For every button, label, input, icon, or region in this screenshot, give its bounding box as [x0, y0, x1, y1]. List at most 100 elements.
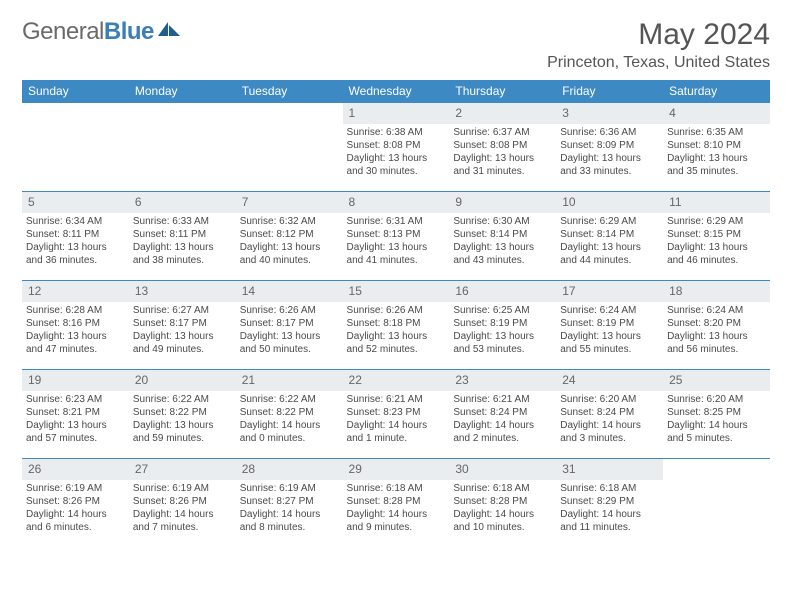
- logo-sail-icon: [158, 22, 180, 36]
- sunrise-line: Sunrise: 6:24 AM: [560, 304, 659, 317]
- day-detail-cell: Sunrise: 6:20 AMSunset: 8:25 PMDaylight:…: [663, 391, 770, 459]
- sunrise-line: Sunrise: 6:19 AM: [133, 482, 232, 495]
- day-number-cell: 21: [236, 370, 343, 391]
- sunrise-line: Sunrise: 6:24 AM: [667, 304, 766, 317]
- header: GeneralBlue May 2024 Princeton, Texas, U…: [22, 18, 770, 76]
- daylight-line: Daylight: 13 hours and 43 minutes.: [453, 241, 552, 267]
- sunrise-line: Sunrise: 6:19 AM: [26, 482, 125, 495]
- sunrise-line: Sunrise: 6:33 AM: [133, 215, 232, 228]
- logo: GeneralBlue: [22, 18, 180, 46]
- day-detail-cell: Sunrise: 6:24 AMSunset: 8:20 PMDaylight:…: [663, 302, 770, 370]
- day-number-cell: 3: [556, 103, 663, 124]
- sunset-line: Sunset: 8:18 PM: [347, 317, 446, 330]
- day-detail-cell: Sunrise: 6:31 AMSunset: 8:13 PMDaylight:…: [343, 213, 450, 281]
- sunrise-line: Sunrise: 6:34 AM: [26, 215, 125, 228]
- day-detail-cell: Sunrise: 6:21 AMSunset: 8:24 PMDaylight:…: [449, 391, 556, 459]
- day-number-cell: [129, 103, 236, 124]
- sunset-line: Sunset: 8:11 PM: [26, 228, 125, 241]
- sunset-line: Sunset: 8:14 PM: [560, 228, 659, 241]
- daylight-line: Daylight: 14 hours and 2 minutes.: [453, 419, 552, 445]
- sunset-line: Sunset: 8:19 PM: [560, 317, 659, 330]
- sunset-line: Sunset: 8:11 PM: [133, 228, 232, 241]
- day-detail-cell: Sunrise: 6:33 AMSunset: 8:11 PMDaylight:…: [129, 213, 236, 281]
- day-detail-cell: Sunrise: 6:27 AMSunset: 8:17 PMDaylight:…: [129, 302, 236, 370]
- sunset-line: Sunset: 8:24 PM: [453, 406, 552, 419]
- day-number-cell: 7: [236, 192, 343, 213]
- day-number-cell: 9: [449, 192, 556, 213]
- sunrise-line: Sunrise: 6:27 AM: [133, 304, 232, 317]
- day-number-cell: 12: [22, 281, 129, 302]
- detail-row: Sunrise: 6:19 AMSunset: 8:26 PMDaylight:…: [22, 480, 770, 548]
- detail-row: Sunrise: 6:34 AMSunset: 8:11 PMDaylight:…: [22, 213, 770, 281]
- daylight-line: Daylight: 13 hours and 59 minutes.: [133, 419, 232, 445]
- sunset-line: Sunset: 8:13 PM: [347, 228, 446, 241]
- day-header-row: SundayMondayTuesdayWednesdayThursdayFrid…: [22, 80, 770, 103]
- sunset-line: Sunset: 8:15 PM: [667, 228, 766, 241]
- sunrise-line: Sunrise: 6:22 AM: [133, 393, 232, 406]
- sunset-line: Sunset: 8:26 PM: [26, 495, 125, 508]
- day-number-cell: 10: [556, 192, 663, 213]
- detail-row: Sunrise: 6:38 AMSunset: 8:08 PMDaylight:…: [22, 124, 770, 192]
- sunset-line: Sunset: 8:27 PM: [240, 495, 339, 508]
- sunrise-line: Sunrise: 6:18 AM: [347, 482, 446, 495]
- sunset-line: Sunset: 8:21 PM: [26, 406, 125, 419]
- sunset-line: Sunset: 8:22 PM: [240, 406, 339, 419]
- day-number-cell: 4: [663, 103, 770, 124]
- daylight-line: Daylight: 13 hours and 56 minutes.: [667, 330, 766, 356]
- detail-row: Sunrise: 6:23 AMSunset: 8:21 PMDaylight:…: [22, 391, 770, 459]
- daylight-line: Daylight: 13 hours and 55 minutes.: [560, 330, 659, 356]
- sunrise-line: Sunrise: 6:25 AM: [453, 304, 552, 317]
- sunset-line: Sunset: 8:17 PM: [133, 317, 232, 330]
- day-number-cell: 11: [663, 192, 770, 213]
- day-number-cell: 6: [129, 192, 236, 213]
- day-detail-cell: [663, 480, 770, 548]
- sunset-line: Sunset: 8:12 PM: [240, 228, 339, 241]
- day-detail-cell: Sunrise: 6:29 AMSunset: 8:14 PMDaylight:…: [556, 213, 663, 281]
- month-title: May 2024: [547, 18, 770, 52]
- daylight-line: Daylight: 14 hours and 10 minutes.: [453, 508, 552, 534]
- day-header: Sunday: [22, 80, 129, 103]
- day-number-cell: 29: [343, 459, 450, 480]
- sunrise-line: Sunrise: 6:28 AM: [26, 304, 125, 317]
- sunrise-line: Sunrise: 6:35 AM: [667, 126, 766, 139]
- daylight-line: Daylight: 13 hours and 57 minutes.: [26, 419, 125, 445]
- sunset-line: Sunset: 8:29 PM: [560, 495, 659, 508]
- sunset-line: Sunset: 8:10 PM: [667, 139, 766, 152]
- day-detail-cell: Sunrise: 6:21 AMSunset: 8:23 PMDaylight:…: [343, 391, 450, 459]
- day-header: Tuesday: [236, 80, 343, 103]
- daylight-line: Daylight: 14 hours and 5 minutes.: [667, 419, 766, 445]
- day-number-cell: 31: [556, 459, 663, 480]
- location: Princeton, Texas, United States: [547, 54, 770, 72]
- sunrise-line: Sunrise: 6:23 AM: [26, 393, 125, 406]
- daylight-line: Daylight: 13 hours and 38 minutes.: [133, 241, 232, 267]
- day-detail-cell: [129, 124, 236, 192]
- sunrise-line: Sunrise: 6:36 AM: [560, 126, 659, 139]
- daylight-line: Daylight: 13 hours and 33 minutes.: [560, 152, 659, 178]
- daylight-line: Daylight: 13 hours and 52 minutes.: [347, 330, 446, 356]
- day-detail-cell: Sunrise: 6:18 AMSunset: 8:28 PMDaylight:…: [449, 480, 556, 548]
- day-detail-cell: Sunrise: 6:24 AMSunset: 8:19 PMDaylight:…: [556, 302, 663, 370]
- sunset-line: Sunset: 8:19 PM: [453, 317, 552, 330]
- sunrise-line: Sunrise: 6:19 AM: [240, 482, 339, 495]
- daylight-line: Daylight: 13 hours and 47 minutes.: [26, 330, 125, 356]
- logo-text-general: General: [22, 18, 104, 45]
- day-detail-cell: Sunrise: 6:25 AMSunset: 8:19 PMDaylight:…: [449, 302, 556, 370]
- day-number-cell: 15: [343, 281, 450, 302]
- day-number-cell: 22: [343, 370, 450, 391]
- day-number-cell: 30: [449, 459, 556, 480]
- daylight-line: Daylight: 14 hours and 3 minutes.: [560, 419, 659, 445]
- day-detail-cell: Sunrise: 6:22 AMSunset: 8:22 PMDaylight:…: [129, 391, 236, 459]
- day-detail-cell: Sunrise: 6:18 AMSunset: 8:28 PMDaylight:…: [343, 480, 450, 548]
- sunrise-line: Sunrise: 6:18 AM: [560, 482, 659, 495]
- day-number-cell: 13: [129, 281, 236, 302]
- sunrise-line: Sunrise: 6:32 AM: [240, 215, 339, 228]
- daylight-line: Daylight: 13 hours and 31 minutes.: [453, 152, 552, 178]
- day-detail-cell: Sunrise: 6:26 AMSunset: 8:17 PMDaylight:…: [236, 302, 343, 370]
- sunset-line: Sunset: 8:25 PM: [667, 406, 766, 419]
- daylight-line: Daylight: 13 hours and 44 minutes.: [560, 241, 659, 267]
- daylight-line: Daylight: 13 hours and 49 minutes.: [133, 330, 232, 356]
- daynum-row: 1234: [22, 103, 770, 124]
- day-number-cell: 19: [22, 370, 129, 391]
- daylight-line: Daylight: 13 hours and 35 minutes.: [667, 152, 766, 178]
- day-number-cell: 27: [129, 459, 236, 480]
